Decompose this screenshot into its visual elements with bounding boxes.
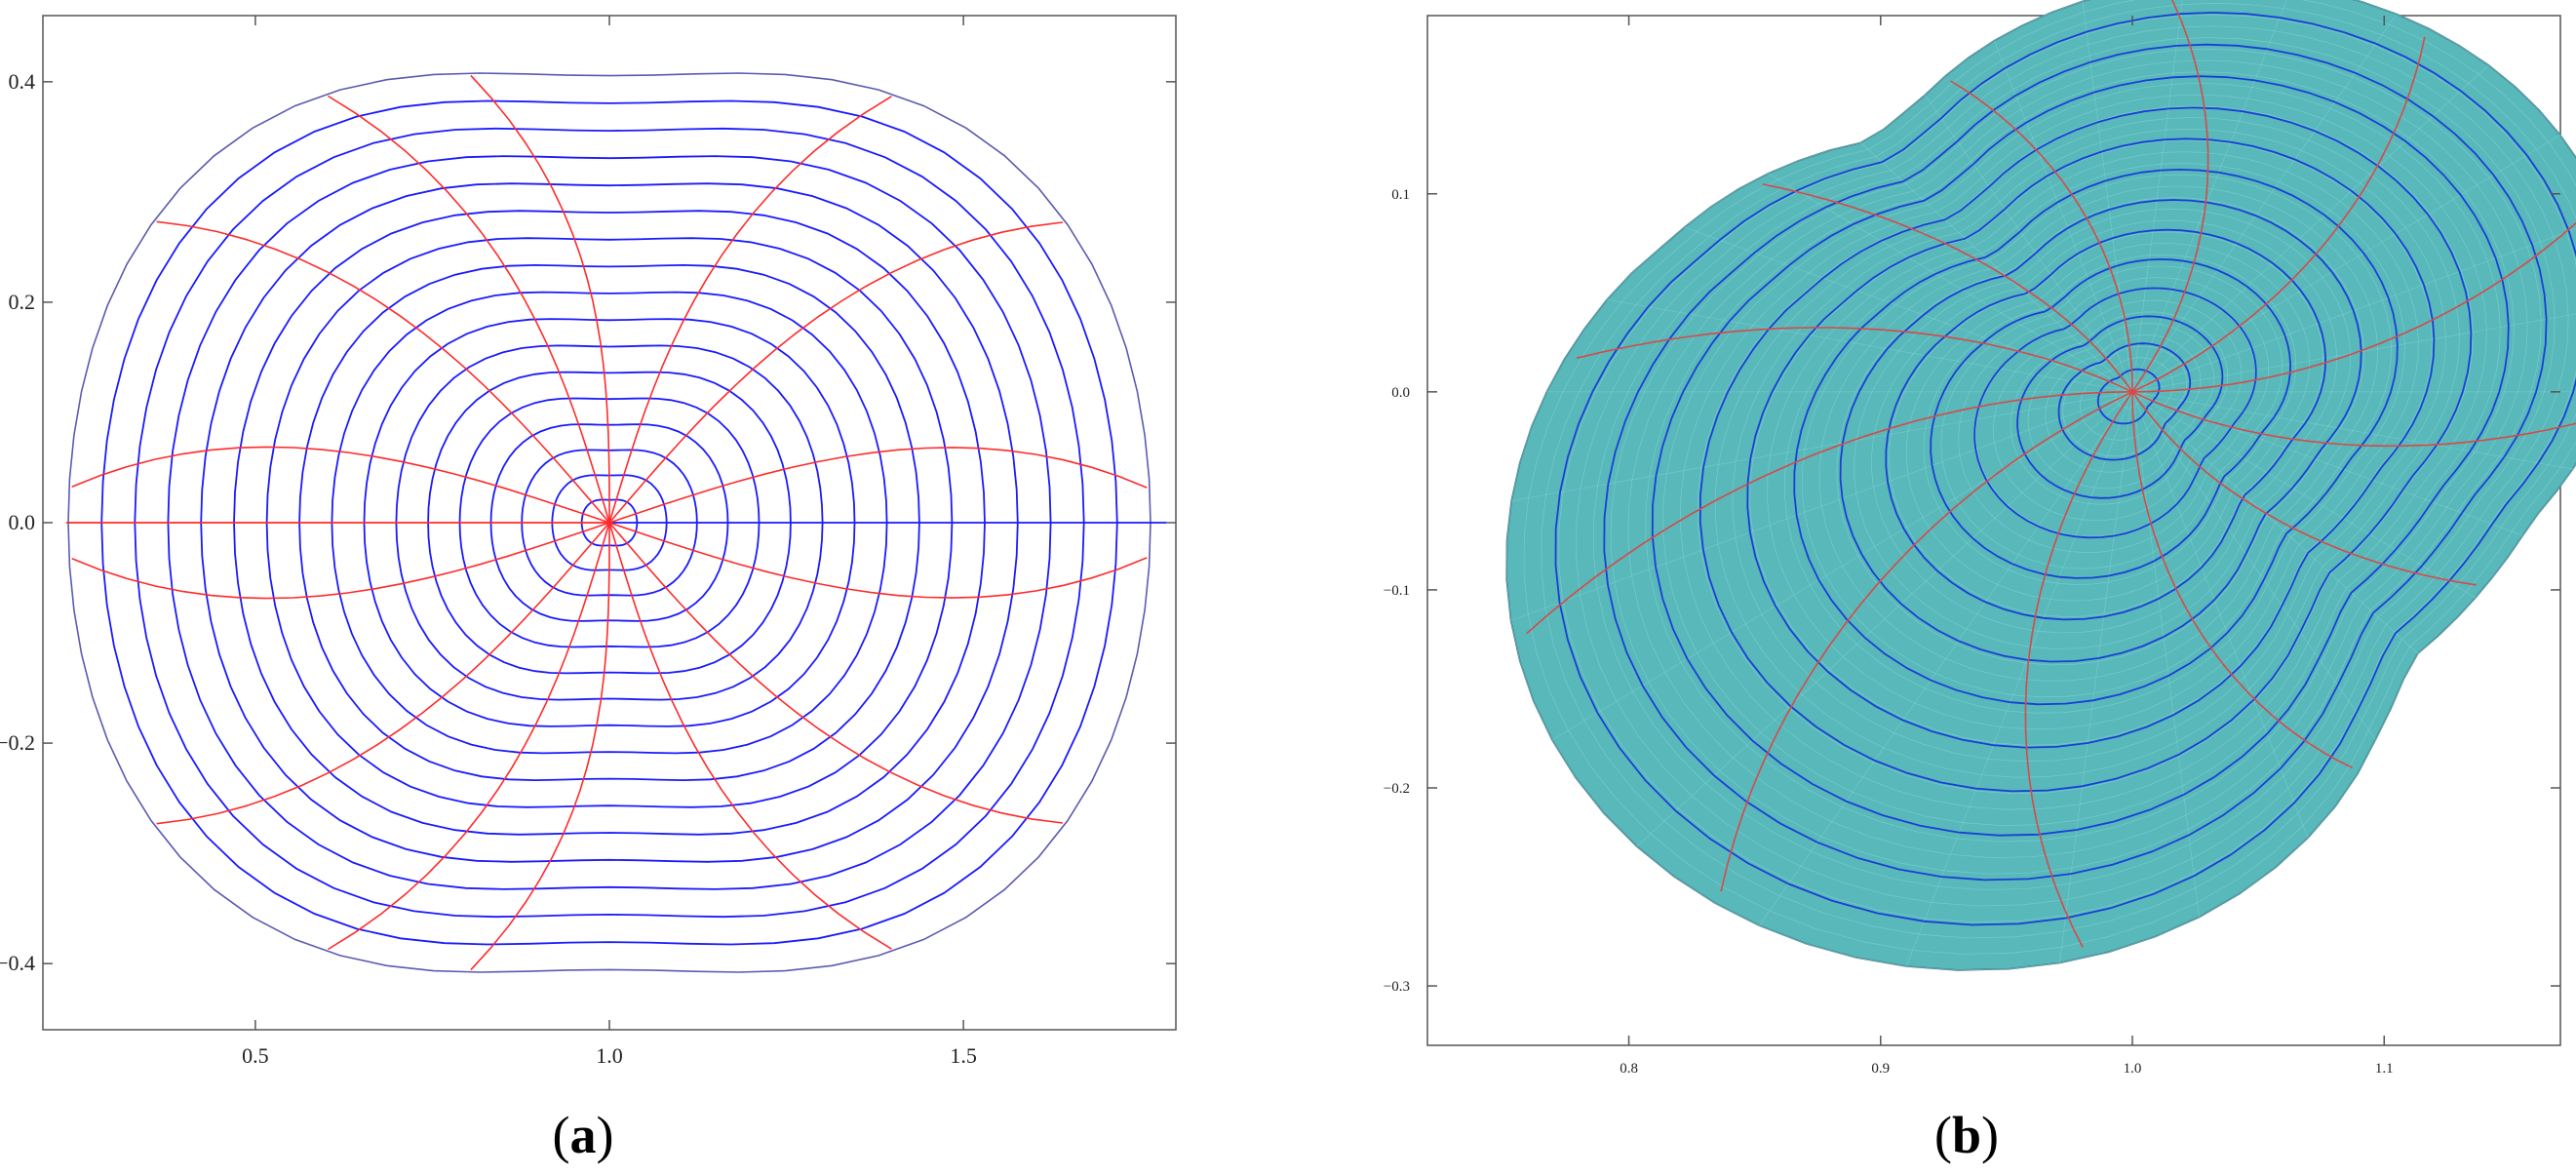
radial-curve — [156, 522, 610, 825]
panel-a-curves — [66, 72, 1166, 973]
y-tick-label: −0.4 — [0, 951, 35, 975]
panel-b: 0.8 0.9 1.0 1.1 0.1 0.0 −0.1 −0.2 −0.3 (b) — [1384, 0, 2576, 1164]
radial-curve — [2131, 36, 2426, 393]
radial-curve — [328, 95, 610, 524]
radial-curve — [1950, 80, 2133, 392]
y-tick-label: 0.0 — [1391, 385, 1410, 401]
mesh-line — [1511, 391, 2133, 502]
mesh-line — [2059, 391, 2133, 963]
radial-curve — [1720, 391, 2133, 892]
mesh-line — [1510, 391, 2133, 621]
center-point — [2129, 388, 2136, 395]
radial-curve — [608, 522, 1064, 824]
mesh-line — [1860, 141, 2133, 393]
x-tick-label: 1.0 — [596, 1043, 623, 1068]
x-tick-label: 1.0 — [2124, 1061, 2142, 1077]
mesh-line — [1993, 40, 2133, 392]
mesh-line — [2131, 391, 2419, 654]
y-tick-label: −0.2 — [1384, 781, 1410, 797]
mesh-line — [2131, 64, 2489, 393]
x-tick-label: 0.8 — [1620, 1061, 1638, 1077]
x-tick-label: 0.9 — [1871, 1061, 1890, 1077]
mesh-line — [1924, 95, 2133, 393]
radial-curve — [328, 522, 610, 951]
y-tick-label: −0.3 — [1384, 979, 1410, 995]
level-curve — [1651, 75, 2510, 837]
y-tick-label: 0.1 — [1391, 187, 1410, 203]
y-tick-label: 0.0 — [9, 510, 36, 534]
mesh-line — [1607, 298, 2133, 393]
level-curve — [1746, 137, 2436, 749]
radial-curve — [2024, 391, 2133, 948]
mesh-line — [2131, 14, 2398, 393]
level-curve — [1793, 168, 2399, 706]
level-curve — [1839, 199, 2362, 663]
radial-curve — [71, 446, 610, 524]
radial-curve — [2131, 0, 2209, 393]
panel-b-ticks: 0.8 0.9 1.0 1.1 0.1 0.0 −0.1 −0.2 −0.3 — [1384, 16, 2560, 1077]
y-tick-label: −0.1 — [1384, 583, 1410, 599]
x-tick-label: 0.5 — [242, 1043, 269, 1068]
radial-curve — [608, 447, 1148, 524]
mesh-line — [2131, 391, 2376, 740]
radial-curve — [2131, 221, 2576, 393]
mesh-line — [1551, 391, 2133, 741]
x-tick-label: 1.5 — [950, 1043, 977, 1068]
radial-curve — [71, 522, 610, 600]
panel-a-ticks: 0.5 1.0 1.5 0.4 0.2 0.0 −0.2 −0.4 — [0, 16, 1176, 1068]
radial-curve — [608, 221, 1064, 524]
panel-a-caption: (a) — [553, 1106, 614, 1164]
mesh-line — [2131, 228, 2576, 393]
mesh-line — [2131, 391, 2523, 536]
radial-curve — [608, 96, 892, 524]
radial-curve — [2131, 391, 2353, 769]
mesh-line — [1684, 226, 2133, 393]
mesh-line — [2131, 391, 2309, 839]
mesh-line — [2131, 391, 2477, 599]
radial-curve — [1526, 391, 2133, 635]
x-tick-label: 1.1 — [2375, 1061, 2394, 1077]
mesh-line — [1905, 391, 2133, 967]
y-tick-label: −0.2 — [0, 730, 35, 755]
radial-curve — [1762, 183, 2133, 393]
panel-b-curves — [1505, 0, 2576, 971]
level-curve — [1554, 11, 2576, 926]
level-curve — [1930, 257, 2292, 579]
level-curve — [1698, 106, 2473, 793]
y-tick-label: 0.2 — [9, 290, 36, 314]
radial-curve — [470, 523, 610, 971]
radial-curve — [470, 74, 610, 523]
radial-curve — [2131, 391, 2477, 586]
level-curve — [1603, 43, 2548, 882]
radial-curve — [156, 220, 610, 524]
mesh-line — [2131, 313, 2576, 393]
level-curve — [1885, 228, 2327, 621]
mesh-line — [1758, 391, 2133, 926]
mesh-line — [2131, 391, 2573, 470]
mesh-line — [2131, 135, 2561, 393]
level-curve — [2057, 342, 2192, 461]
mesh-line — [2131, 391, 2200, 918]
mesh-line — [2131, 0, 2183, 392]
level-curve — [1973, 287, 2257, 539]
radial-curve — [608, 522, 1148, 599]
radial-curve — [1577, 327, 2133, 393]
panel-b-caption: (b) — [1934, 1106, 1999, 1164]
radial-curve — [2131, 391, 2576, 448]
mesh-line — [2131, 0, 2287, 392]
mesh-line — [1768, 173, 2133, 393]
y-tick-label: 0.4 — [9, 69, 36, 94]
mesh-line — [1636, 391, 2133, 847]
mesh-line — [2082, 1, 2133, 392]
radial-curve — [608, 522, 892, 950]
level-curve — [2016, 315, 2224, 499]
panel-a: 0.5 1.0 1.5 0.4 0.2 0.0 −0.2 −0.4 (a) — [0, 15, 1177, 1164]
